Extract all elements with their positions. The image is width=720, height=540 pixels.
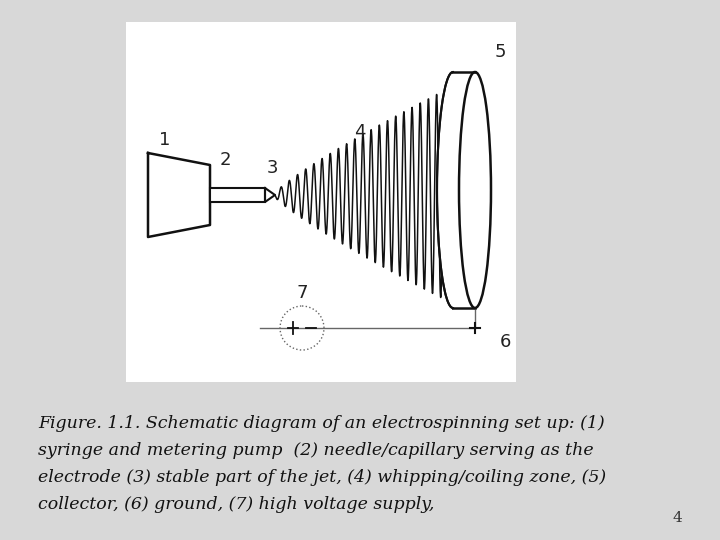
Text: 6: 6 [500,333,511,351]
Bar [453,70,493,310]
Text: 7: 7 [296,284,307,302]
Text: 5: 5 [494,43,505,61]
Text: Figure. 1.1. Schematic diagram of an electrospinning set up: (1): Figure. 1.1. Schematic diagram of an ele… [38,415,605,432]
Text: 2: 2 [220,151,230,169]
Text: electrode (3) stable part of the jet, (4) whipping/coiling zone, (5): electrode (3) stable part of the jet, (4… [38,469,606,486]
Ellipse shape [459,72,491,308]
Text: 4: 4 [672,511,682,525]
Text: 3: 3 [266,159,278,177]
Text: syringe and metering pump  (2) needle/capillary serving as the: syringe and metering pump (2) needle/cap… [38,442,593,459]
Text: 1: 1 [159,131,171,149]
Text: collector, (6) ground, (7) high voltage supply,: collector, (6) ground, (7) high voltage … [38,496,434,513]
Text: 4: 4 [354,123,366,141]
Ellipse shape [437,72,469,308]
Bar [210,188,265,202]
Bar [126,22,516,382]
